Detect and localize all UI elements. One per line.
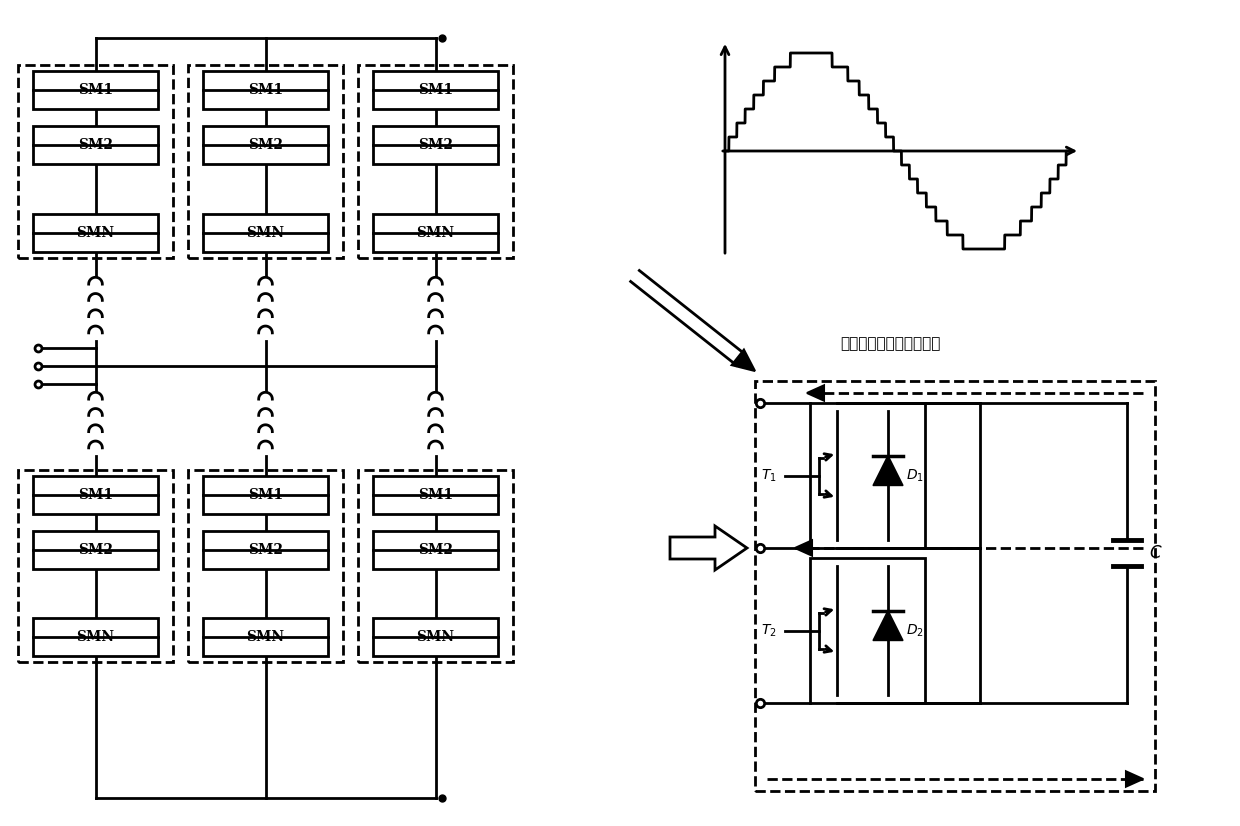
- Text: SMN: SMN: [77, 226, 114, 240]
- FancyBboxPatch shape: [373, 531, 498, 569]
- FancyBboxPatch shape: [33, 618, 157, 656]
- Polygon shape: [1126, 771, 1143, 786]
- Text: SM1: SM1: [78, 83, 113, 97]
- Text: $D_1$: $D_1$: [906, 468, 924, 484]
- Text: SM2: SM2: [248, 138, 283, 152]
- FancyBboxPatch shape: [373, 214, 498, 252]
- Polygon shape: [873, 610, 903, 640]
- Polygon shape: [873, 455, 903, 486]
- Text: SM2: SM2: [78, 543, 113, 557]
- Polygon shape: [732, 349, 755, 371]
- FancyBboxPatch shape: [373, 618, 498, 656]
- FancyBboxPatch shape: [203, 531, 329, 569]
- FancyBboxPatch shape: [203, 126, 329, 164]
- FancyBboxPatch shape: [203, 618, 329, 656]
- Polygon shape: [795, 540, 812, 556]
- Text: $T_1$: $T_1$: [761, 468, 776, 484]
- Text: $T_2$: $T_2$: [761, 622, 776, 638]
- FancyBboxPatch shape: [33, 126, 157, 164]
- Text: SMN: SMN: [417, 226, 455, 240]
- FancyBboxPatch shape: [373, 476, 498, 514]
- FancyBboxPatch shape: [203, 476, 329, 514]
- Text: SMN: SMN: [247, 226, 284, 240]
- FancyBboxPatch shape: [810, 558, 925, 703]
- Text: SM2: SM2: [78, 138, 113, 152]
- Text: SM2: SM2: [248, 543, 283, 557]
- FancyBboxPatch shape: [373, 71, 498, 109]
- FancyBboxPatch shape: [33, 71, 157, 109]
- Text: SM1: SM1: [248, 488, 283, 502]
- Polygon shape: [670, 526, 746, 570]
- Text: SMN: SMN: [77, 630, 114, 644]
- Text: SMN: SMN: [417, 630, 455, 644]
- FancyBboxPatch shape: [373, 126, 498, 164]
- FancyBboxPatch shape: [810, 403, 925, 548]
- FancyBboxPatch shape: [33, 531, 157, 569]
- Text: SM1: SM1: [418, 488, 453, 502]
- Text: $D_2$: $D_2$: [906, 622, 924, 638]
- Polygon shape: [807, 386, 825, 401]
- Text: SMN: SMN: [247, 630, 284, 644]
- Text: SM1: SM1: [248, 83, 283, 97]
- Text: SM2: SM2: [418, 543, 453, 557]
- Text: SM1: SM1: [78, 488, 113, 502]
- FancyBboxPatch shape: [33, 214, 157, 252]
- FancyBboxPatch shape: [33, 476, 157, 514]
- Text: SM1: SM1: [418, 83, 453, 97]
- FancyBboxPatch shape: [203, 71, 329, 109]
- Text: SM2: SM2: [418, 138, 453, 152]
- FancyBboxPatch shape: [203, 214, 329, 252]
- Text: $C$: $C$: [1149, 544, 1163, 562]
- Text: 多电平阶梯波逆近正弦波: 多电平阶梯波逆近正弦波: [839, 336, 940, 352]
